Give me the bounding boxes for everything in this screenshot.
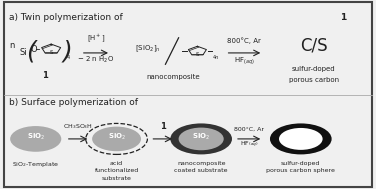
Text: Si: Si — [20, 48, 27, 57]
Text: substrate: substrate — [102, 176, 132, 181]
FancyBboxPatch shape — [4, 2, 372, 187]
Text: sulfur-doped: sulfur-doped — [281, 161, 320, 166]
Text: [SiO$_2$]$_n$: [SiO$_2$]$_n$ — [135, 44, 161, 54]
Circle shape — [92, 127, 141, 151]
Text: $-$ 2 n H$_2$O: $-$ 2 n H$_2$O — [77, 55, 114, 65]
Text: HF$_{(aq)}$: HF$_{(aq)}$ — [240, 140, 259, 150]
Circle shape — [10, 126, 61, 152]
Text: 4n: 4n — [213, 55, 220, 60]
Text: S: S — [196, 52, 199, 57]
Text: acid: acid — [110, 161, 123, 166]
Text: b) Surface polymerization of: b) Surface polymerization of — [9, 98, 141, 107]
Text: n: n — [9, 41, 15, 50]
Text: C/S: C/S — [300, 36, 328, 54]
Text: ): ) — [63, 39, 73, 63]
Text: a) Twin polymerization of: a) Twin polymerization of — [9, 13, 126, 22]
Text: CH$_3$SO$_3$H: CH$_3$SO$_3$H — [63, 122, 93, 131]
Circle shape — [179, 128, 224, 150]
Text: 1: 1 — [340, 13, 346, 22]
Text: 4: 4 — [67, 55, 70, 60]
Text: [H$^+$]: [H$^+$] — [87, 33, 105, 44]
Text: HF$_{(aq)}$: HF$_{(aq)}$ — [234, 55, 255, 66]
Text: sulfur-doped: sulfur-doped — [292, 66, 336, 72]
Text: functionalized: functionalized — [94, 168, 139, 173]
Text: SiO$_2$: SiO$_2$ — [192, 132, 210, 142]
Text: SiO$_2$: SiO$_2$ — [108, 132, 126, 142]
Text: 1: 1 — [42, 71, 48, 80]
Text: (: ( — [26, 39, 35, 63]
Text: coated substrate: coated substrate — [174, 168, 228, 173]
Text: 800°C, Ar: 800°C, Ar — [227, 38, 261, 44]
Text: 800°C, Ar: 800°C, Ar — [234, 126, 264, 131]
Text: porous carbon: porous carbon — [289, 77, 339, 84]
Text: porous carbon sphere: porous carbon sphere — [266, 168, 335, 173]
Text: SiO$_2$: SiO$_2$ — [27, 132, 45, 142]
Text: nanocomposite: nanocomposite — [177, 161, 225, 166]
Text: 1: 1 — [160, 122, 165, 131]
Text: SiO$_2$-Template: SiO$_2$-Template — [12, 160, 59, 169]
Circle shape — [170, 123, 232, 154]
Text: O: O — [31, 45, 38, 54]
Circle shape — [279, 128, 323, 150]
Circle shape — [270, 123, 332, 154]
Text: S: S — [49, 50, 53, 55]
Text: nanocomposite: nanocomposite — [146, 74, 200, 81]
